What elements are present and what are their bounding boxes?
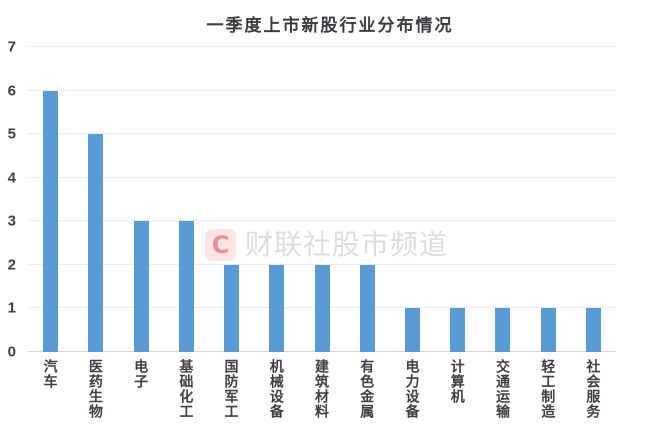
bar-机械设备 (269, 264, 285, 352)
bar-国防军工 (224, 264, 240, 352)
x-tick: 社会服务 (571, 359, 616, 419)
x-tick-label: 计算机 (449, 359, 466, 404)
bar-column (254, 47, 299, 352)
y-gridline (28, 89, 616, 91)
bar-医药生物 (88, 134, 104, 352)
plot-area (28, 46, 616, 352)
y-gridline (28, 133, 616, 135)
x-tick: 交通运输 (480, 359, 525, 419)
x-tick: 国防军工 (209, 359, 254, 419)
x-tick-label: 机械设备 (268, 359, 285, 419)
x-tick-label: 交通运输 (494, 359, 511, 419)
bar-汽车 (43, 90, 59, 352)
y-tick-label: 0 (7, 343, 16, 361)
x-tick-label: 医药生物 (87, 359, 104, 419)
y-tick-label: 5 (7, 125, 16, 143)
y-tick-label: 7 (7, 38, 16, 56)
x-tick: 基础化工 (164, 359, 209, 419)
bar-column (118, 47, 163, 352)
bar-column (480, 47, 525, 352)
bar-有色金属 (359, 264, 375, 352)
bar-column (209, 47, 254, 352)
x-tick: 机械设备 (254, 359, 299, 419)
x-tick: 电子 (118, 359, 163, 419)
y-tick-label: 1 (7, 299, 16, 317)
bar-基础化工 (178, 221, 194, 352)
y-gridline (28, 46, 616, 47)
x-tick: 电力设备 (390, 359, 435, 419)
x-tick-label: 轻工制造 (540, 359, 557, 419)
bar-column (299, 47, 344, 352)
y-tick-label: 4 (7, 169, 16, 187)
bar-电力设备 (404, 308, 420, 352)
x-axis: 汽车 医药生物 电子 基础化工 国防军工 机械设备 建筑材料 有色金属 电力设备 计算机 交通运输 轻… (28, 359, 616, 419)
bar-column (571, 47, 616, 352)
x-tick-label: 电力设备 (404, 359, 421, 419)
x-tick: 有色金属 (345, 359, 390, 419)
x-tick: 医药生物 (73, 359, 118, 419)
y-gridline (28, 176, 616, 178)
y-axis: 0 1 2 3 4 5 6 7 (0, 40, 20, 360)
bar-column (164, 47, 209, 352)
chart-title: 一季度上市新股行业分布情况 (206, 16, 454, 35)
x-tick-label: 基础化工 (178, 359, 195, 419)
bar-交通运输 (495, 308, 511, 352)
bars-row (28, 47, 616, 352)
bar-column (390, 47, 435, 352)
bar-建筑材料 (314, 264, 330, 352)
y-gridline (28, 263, 616, 265)
x-tick-label: 国防军工 (223, 359, 240, 419)
x-tick-label: 电子 (133, 359, 150, 389)
x-tick-label: 建筑材料 (314, 359, 331, 419)
x-tick: 轻工制造 (526, 359, 571, 419)
y-tick-label: 3 (7, 212, 16, 230)
bar-column (435, 47, 480, 352)
bar-电子 (133, 221, 149, 352)
bar-计算机 (450, 308, 466, 352)
y-tick-label: 2 (7, 256, 16, 274)
y-tick-label: 6 (7, 82, 16, 100)
x-tick-label: 汽车 (42, 359, 59, 389)
x-tick-label: 社会服务 (585, 359, 602, 419)
x-tick-label: 有色金属 (359, 359, 376, 419)
bar-column (28, 47, 73, 352)
x-tick: 建筑材料 (299, 359, 344, 419)
y-gridline (28, 220, 616, 222)
bar-column (73, 47, 118, 352)
bar-column (526, 47, 571, 352)
bar-社会服务 (585, 308, 601, 352)
x-tick: 汽车 (28, 359, 73, 419)
x-tick: 计算机 (435, 359, 480, 419)
bar-column (345, 47, 390, 352)
bar-轻工制造 (540, 308, 556, 352)
